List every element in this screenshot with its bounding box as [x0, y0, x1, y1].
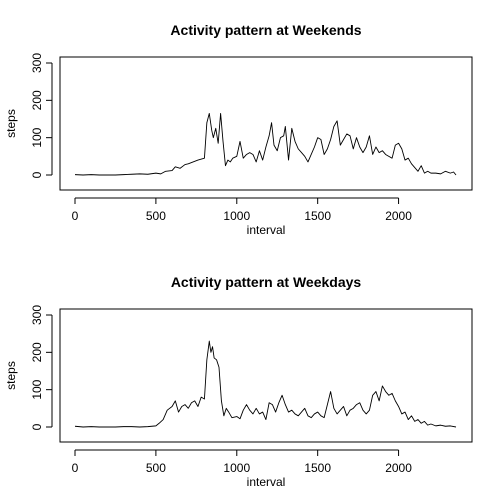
weekends-y-tick-label: 200 [30, 90, 44, 110]
weekdays-x-tick-label: 500 [146, 461, 166, 475]
weekends-y-axis-label: steps [4, 109, 18, 138]
weekends-x-axis-label: interval [247, 223, 286, 237]
weekends-x-tick-label: 1500 [304, 209, 331, 223]
weekdays-y-tick-label: 200 [30, 342, 44, 362]
weekdays-plot-frame [59, 308, 473, 443]
weekends-x-tick-label: 1000 [223, 209, 250, 223]
weekdays-x-axis-label: interval [247, 475, 286, 489]
weekends-x-tick-label: 500 [146, 209, 166, 223]
weekends-y-tick-label: 100 [30, 127, 44, 147]
weekdays-x-tick-label: 1500 [304, 461, 331, 475]
weekends-series-line [74, 112, 457, 176]
weekends-y-tick-label: 0 [30, 171, 44, 178]
weekdays-y-tick-label: 0 [30, 423, 44, 430]
weekends-chart-title: Activity pattern at Weekends [170, 22, 361, 38]
weekdays-x-tick-label: 1000 [223, 461, 250, 475]
weekends-x-tick-label: 0 [72, 209, 79, 223]
weekdays-x-tick-label: 0 [72, 461, 79, 475]
weekends-panel: Activity pattern at Weekends 0 100 200 300 0 5… [4, 22, 473, 237]
weekends-x-tick-label: 2000 [385, 209, 412, 223]
weekends-plot-frame [59, 56, 473, 191]
weekdays-panel: Activity pattern at Weekdays 0 100 200 300 0 5… [4, 274, 473, 489]
weekdays-chart-title: Activity pattern at Weekdays [171, 274, 362, 290]
weekdays-x-tick-label: 2000 [385, 461, 412, 475]
weekdays-y-tick-label: 300 [30, 305, 44, 325]
weekdays-series-line [74, 340, 457, 428]
weekdays-y-tick-label: 100 [30, 379, 44, 399]
weekends-y-tick-label: 300 [30, 53, 44, 73]
weekdays-y-axis-label: steps [4, 361, 18, 390]
